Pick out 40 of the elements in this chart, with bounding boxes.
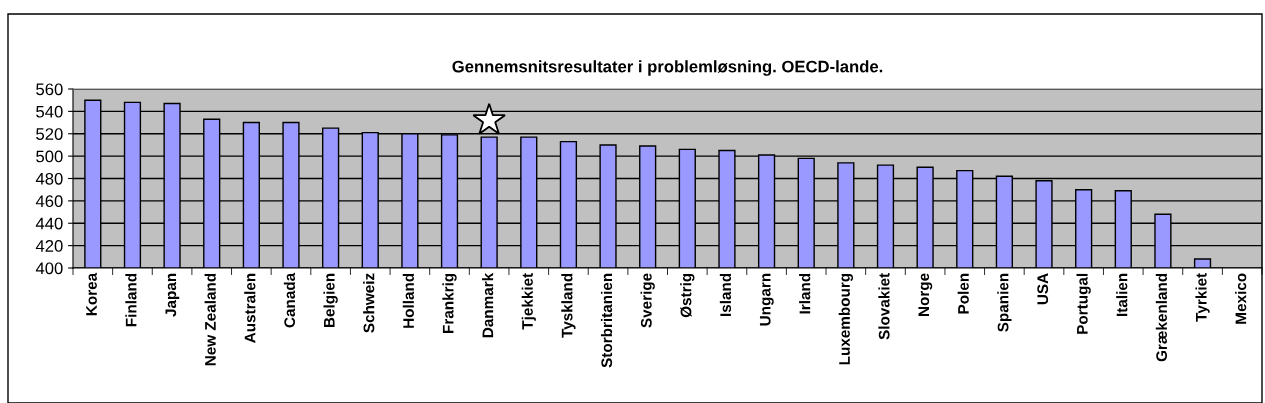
- y-tick-label: 460: [35, 195, 63, 208]
- x-tick-label: Portugal: [1076, 273, 1091, 334]
- y-tick-label: 480: [35, 172, 63, 185]
- x-tick-label: Sverige: [640, 273, 655, 328]
- x-tick-label: Schweiz: [363, 273, 375, 333]
- x-tick-label: Irland: [799, 273, 811, 314]
- x-tick-label: Mexico: [1235, 273, 1247, 324]
- x-tick-label: Spanien: [997, 273, 1012, 332]
- y-tick-label: 520: [36, 128, 63, 140]
- chart-title: Gennemsnitsresultater i problemløsning. OECD-lande.: [452, 60, 883, 76]
- x-tick-label: Island: [719, 273, 732, 316]
- x-tick-label: Holland: [402, 273, 414, 328]
- x-tick-label: Italien: [1116, 273, 1128, 316]
- x-tick-label: Østrig: [680, 273, 695, 318]
- x-tick-label: Belgien: [323, 273, 338, 328]
- x-tick-label: Korea: [86, 272, 97, 316]
- x-tick-label: Tyrkiet: [1195, 273, 1210, 322]
- x-tick-label: Storbritanien: [600, 273, 613, 368]
- y-tick-label: 500: [36, 150, 63, 163]
- x-tick-label: Polen: [957, 273, 969, 314]
- y-tick-label: 420: [35, 240, 63, 252]
- x-tick-label: Tjekkiet: [521, 273, 536, 330]
- x-tick-label: Luxembourg: [838, 273, 853, 365]
- y-tick-label: 400: [35, 262, 63, 275]
- x-tick-label: New Zealand: [204, 273, 216, 366]
- y-tick-label: 540: [36, 105, 63, 118]
- x-tick-label: Norge: [918, 273, 933, 316]
- x-tick-label: Danmark: [482, 272, 494, 338]
- x-tick-label: Canada: [283, 272, 296, 328]
- x-tick-label: Australen: [244, 273, 256, 343]
- y-tick-label: 440: [35, 217, 63, 230]
- x-tick-label: Tyskland: [561, 273, 576, 338]
- x-tick-label: USA: [1037, 273, 1049, 305]
- x-tick-label: Grækenland: [1155, 273, 1168, 362]
- x-tick-label: Frankrig: [442, 273, 457, 333]
- x-tick-label: Japan: [165, 273, 180, 317]
- x-tick-label: Ungarn: [759, 273, 774, 326]
- x-tick-label: Slovakiet: [878, 273, 890, 340]
- x-tick-label: Finland: [125, 273, 137, 327]
- y-tick-label: 560: [36, 83, 63, 96]
